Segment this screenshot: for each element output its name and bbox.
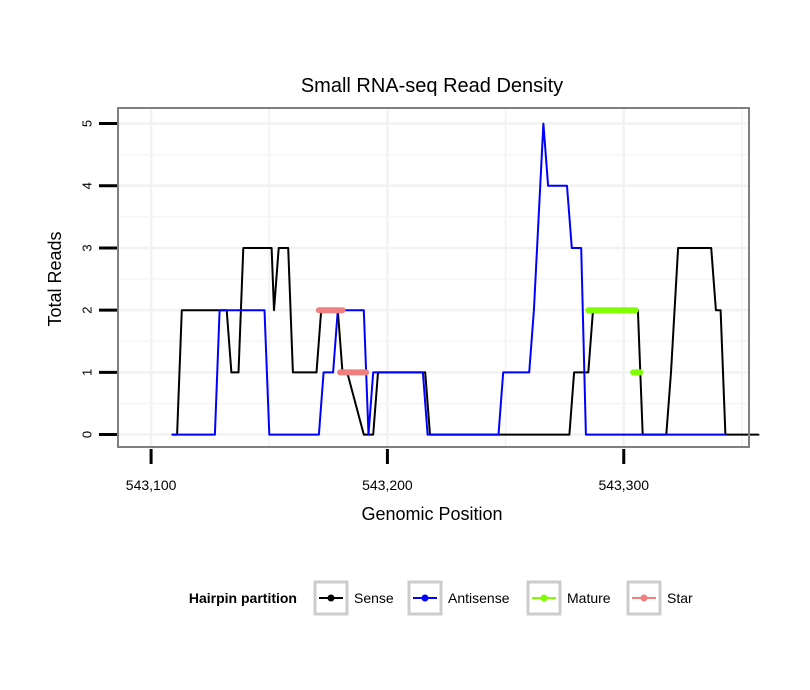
y-tick-label: 0 <box>80 431 95 438</box>
y-tick-label: 2 <box>80 307 95 314</box>
legend-title: Hairpin partition <box>189 590 297 606</box>
legend: Hairpin partition Sense Antisense Mature St… <box>189 580 693 616</box>
y-axis-label: Total Reads <box>45 231 65 326</box>
legend-label-mature: Mature <box>567 590 611 606</box>
chart-title: Small RNA-seq Read Density <box>301 75 563 97</box>
series-layer <box>171 122 760 436</box>
plot-panel-border <box>117 107 750 448</box>
legend-label-sense: Sense <box>354 590 394 606</box>
legend-key-dot <box>640 594 648 602</box>
grid <box>118 108 749 447</box>
series-sense-line <box>171 247 760 436</box>
y-tick-label: 4 <box>80 182 95 189</box>
legend-key-dot <box>327 594 335 602</box>
x-tick-label: 543,100 <box>126 477 177 493</box>
legend-label-antisense: Antisense <box>448 590 510 606</box>
x-axis-label: Genomic Position <box>361 504 502 524</box>
legend-key-dot <box>540 594 548 602</box>
series-antisense-line <box>171 122 727 436</box>
y-tick-label: 1 <box>80 369 95 376</box>
legend-key-dot <box>421 594 429 602</box>
x-tick-label: 543,200 <box>362 477 413 493</box>
y-tick-label: 3 <box>80 244 95 251</box>
x-tick-label: 543,300 <box>598 477 649 493</box>
legend-label-star: Star <box>667 590 693 606</box>
y-tick-label: 5 <box>80 120 95 127</box>
axes: 0 1 2 3 4 5 543,100 543,200 543,300 <box>80 120 650 493</box>
